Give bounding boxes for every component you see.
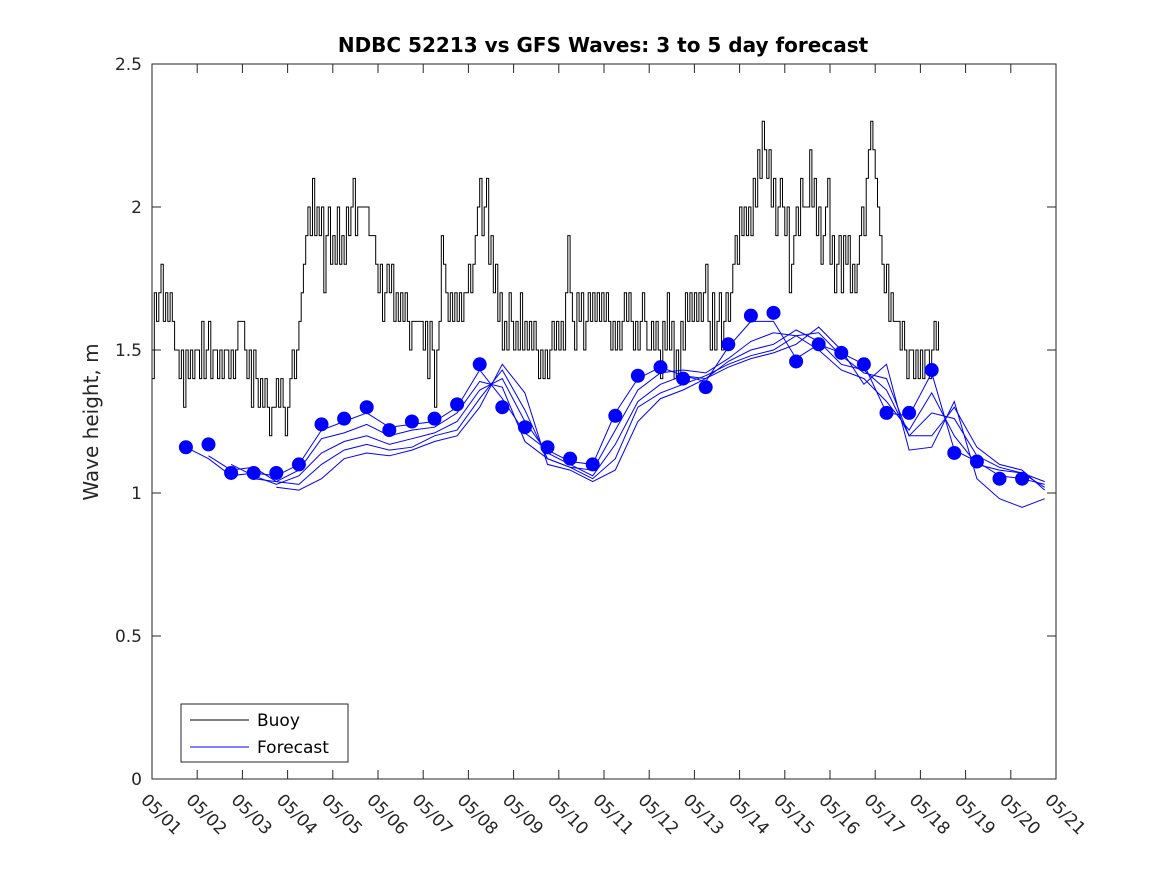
forecast-point — [314, 417, 329, 432]
forecast-point — [608, 408, 623, 423]
forecast-point — [201, 437, 216, 452]
y-tick-label: 2.5 — [115, 55, 142, 75]
forecast-point — [743, 308, 758, 323]
y-axis-label: Wave height, m — [79, 343, 103, 500]
forecast-point — [902, 405, 917, 420]
forecast-run-line — [253, 332, 1046, 491]
legend-label: Buoy — [257, 711, 300, 731]
legend-label: Forecast — [257, 738, 329, 758]
forecast-point — [404, 414, 419, 429]
chart-title: NDBC 52213 vs GFS Waves: 3 to 5 day fore… — [338, 33, 869, 57]
y-tick-label: 1.5 — [115, 341, 142, 361]
forecast-point — [540, 440, 555, 455]
forecast-point — [630, 368, 645, 383]
forecast-point — [789, 354, 804, 369]
forecast-point — [721, 337, 736, 352]
forecast-point — [698, 380, 713, 395]
y-tick-label: 2 — [131, 198, 142, 218]
forecast-point — [472, 357, 487, 372]
forecast-point — [495, 400, 510, 415]
legend-box — [180, 703, 349, 763]
forecast-run-line — [185, 320, 1045, 485]
forecast-run-line — [276, 326, 1045, 508]
y-tick-label: 1 — [131, 484, 142, 504]
buoy-series-line — [152, 120, 939, 437]
y-tick-label: 0.5 — [115, 627, 142, 647]
forecast-point — [766, 305, 781, 320]
legend: Buoy Forecast — [180, 703, 349, 763]
y-tick-label: 0 — [131, 770, 142, 790]
forecast-point — [924, 363, 939, 378]
forecast-point — [359, 400, 374, 415]
forecast-point — [992, 471, 1007, 486]
